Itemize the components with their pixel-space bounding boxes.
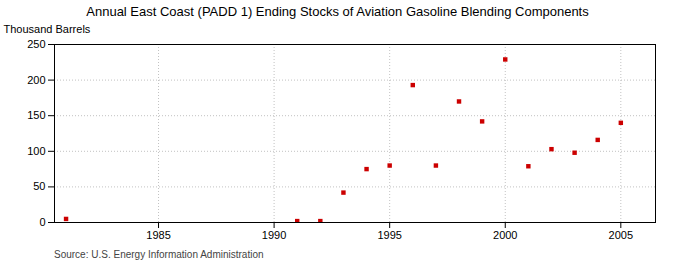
html-text:Source: U.S. Energy Informatio: Source: U.S. Energy Information Administ… — [54, 249, 264, 260]
svg-text:1995: 1995 — [377, 229, 401, 241]
svg-text:0: 0 — [39, 216, 45, 228]
svg-text:2005: 2005 — [609, 229, 633, 241]
svg-text:50: 50 — [33, 180, 45, 192]
svg-text:100: 100 — [27, 145, 45, 157]
svg-text:Thousand Barrels: Thousand Barrels — [4, 23, 91, 35]
svg-text:2000: 2000 — [493, 229, 517, 241]
svg-text:150: 150 — [27, 109, 45, 121]
svg-text:250: 250 — [27, 38, 45, 50]
svg-text:1990: 1990 — [262, 229, 286, 241]
svg-text:200: 200 — [27, 74, 45, 86]
html-text:Annual East Coast (PADD 1) End: Annual East Coast (PADD 1) Ending Stocks… — [86, 4, 589, 19]
svg-text:1985: 1985 — [146, 229, 170, 241]
